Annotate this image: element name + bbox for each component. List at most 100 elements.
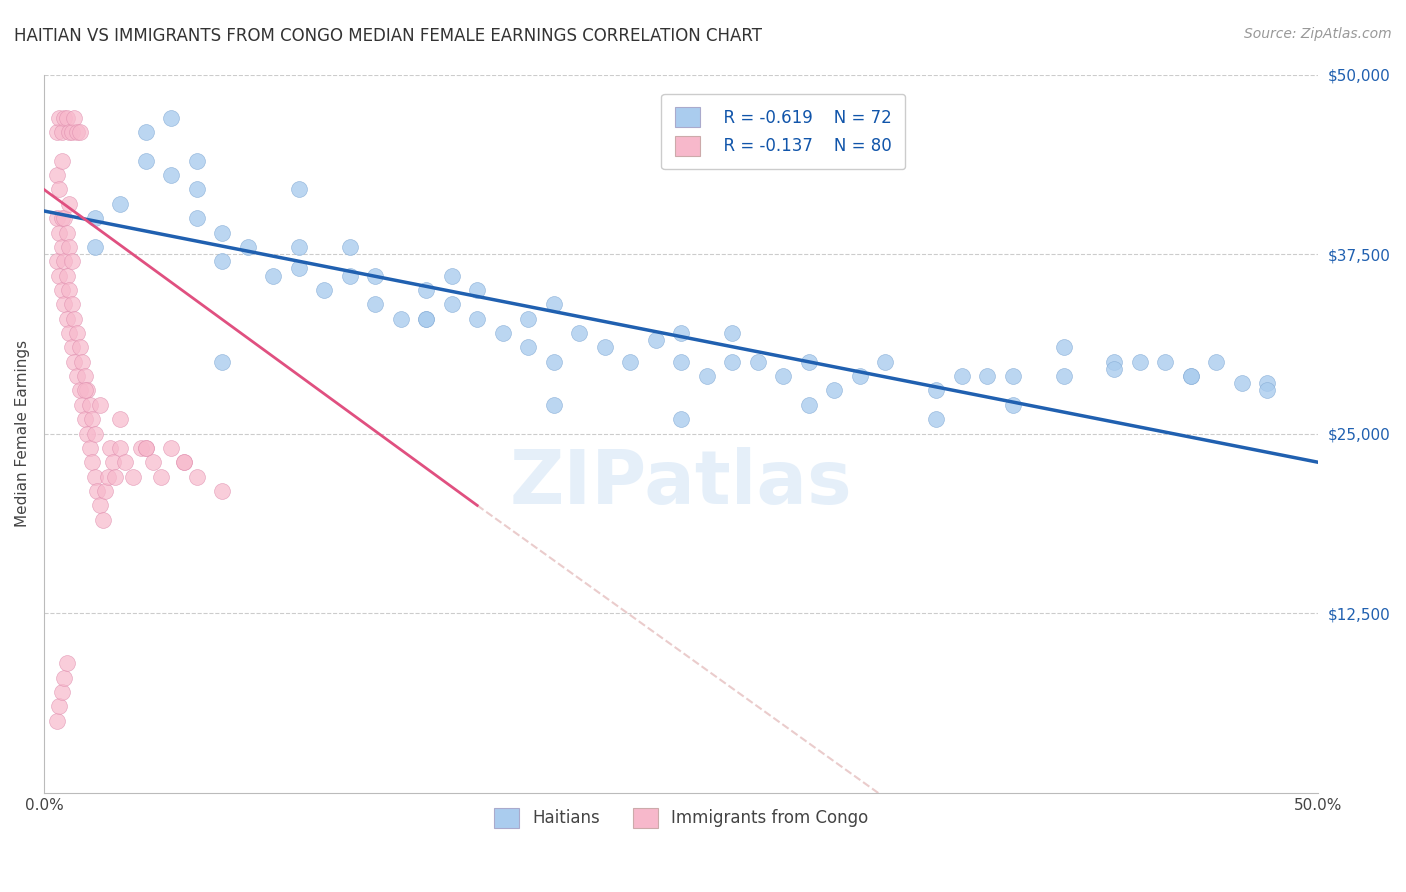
Point <box>60 340 83 354</box>
Point <box>53 254 76 268</box>
Point <box>1256 384 1278 398</box>
Point <box>66 369 89 384</box>
Text: ZIPatlas: ZIPatlas <box>510 448 852 520</box>
Point <box>73 412 96 426</box>
Point <box>51 153 73 168</box>
Point <box>543 398 565 412</box>
Point <box>1180 369 1202 384</box>
Point <box>60 254 83 268</box>
Point <box>58 125 80 139</box>
Point <box>747 355 769 369</box>
Point <box>83 240 105 254</box>
Point <box>51 240 73 254</box>
Point <box>91 513 114 527</box>
Text: Source: ZipAtlas.com: Source: ZipAtlas.com <box>1244 27 1392 41</box>
Point <box>135 125 157 139</box>
Point <box>56 226 79 240</box>
Point <box>79 398 101 412</box>
Point <box>76 384 98 398</box>
Point <box>101 455 124 469</box>
Point <box>69 340 91 354</box>
Point <box>593 340 616 354</box>
Point <box>110 441 132 455</box>
Point <box>83 469 105 483</box>
Point <box>440 297 463 311</box>
Point <box>772 369 794 384</box>
Point <box>56 657 79 671</box>
Point <box>48 182 70 196</box>
Point <box>186 469 208 483</box>
Point <box>63 355 86 369</box>
Point <box>262 268 284 283</box>
Point <box>1001 398 1024 412</box>
Point <box>48 699 70 714</box>
Point <box>53 297 76 311</box>
Point <box>97 469 120 483</box>
Point <box>1129 355 1152 369</box>
Point <box>48 111 70 125</box>
Point <box>58 283 80 297</box>
Point <box>53 671 76 685</box>
Point <box>339 240 361 254</box>
Point <box>465 283 488 297</box>
Point <box>950 369 973 384</box>
Point <box>114 455 136 469</box>
Point <box>211 226 233 240</box>
Text: HAITIAN VS IMMIGRANTS FROM CONGO MEDIAN FEMALE EARNINGS CORRELATION CHART: HAITIAN VS IMMIGRANTS FROM CONGO MEDIAN … <box>14 27 762 45</box>
Point <box>135 153 157 168</box>
Point <box>211 483 233 498</box>
Y-axis label: Median Female Earnings: Median Female Earnings <box>15 340 30 527</box>
Point <box>288 261 311 276</box>
Point <box>79 441 101 455</box>
Point <box>160 441 183 455</box>
Point <box>186 211 208 226</box>
Point <box>45 168 67 182</box>
Point <box>696 369 718 384</box>
Point <box>129 441 152 455</box>
Point <box>669 326 692 340</box>
Point <box>517 340 540 354</box>
Point <box>82 412 104 426</box>
Point <box>1052 369 1074 384</box>
Point <box>70 355 93 369</box>
Point <box>45 211 67 226</box>
Point <box>823 384 845 398</box>
Point <box>58 326 80 340</box>
Point <box>104 469 127 483</box>
Point <box>797 355 820 369</box>
Point <box>492 326 515 340</box>
Point <box>48 268 70 283</box>
Point <box>364 297 387 311</box>
Point <box>465 311 488 326</box>
Point <box>669 412 692 426</box>
Point <box>63 311 86 326</box>
Point <box>314 283 336 297</box>
Point <box>173 455 195 469</box>
Point <box>389 311 412 326</box>
Point <box>160 168 183 182</box>
Point <box>1001 369 1024 384</box>
Point <box>721 355 744 369</box>
Point <box>89 499 111 513</box>
Point <box>415 311 437 326</box>
Point <box>339 268 361 283</box>
Point <box>45 254 67 268</box>
Point <box>925 384 948 398</box>
Point <box>70 398 93 412</box>
Point <box>63 111 86 125</box>
Point <box>76 426 98 441</box>
Point <box>56 311 79 326</box>
Point <box>440 268 463 283</box>
Point <box>848 369 870 384</box>
Point <box>1256 376 1278 391</box>
Point <box>53 111 76 125</box>
Point <box>644 333 666 347</box>
Point <box>1052 340 1074 354</box>
Point <box>517 311 540 326</box>
Point <box>83 211 105 226</box>
Point <box>89 398 111 412</box>
Point <box>69 384 91 398</box>
Point <box>873 355 896 369</box>
Point <box>186 153 208 168</box>
Point <box>543 355 565 369</box>
